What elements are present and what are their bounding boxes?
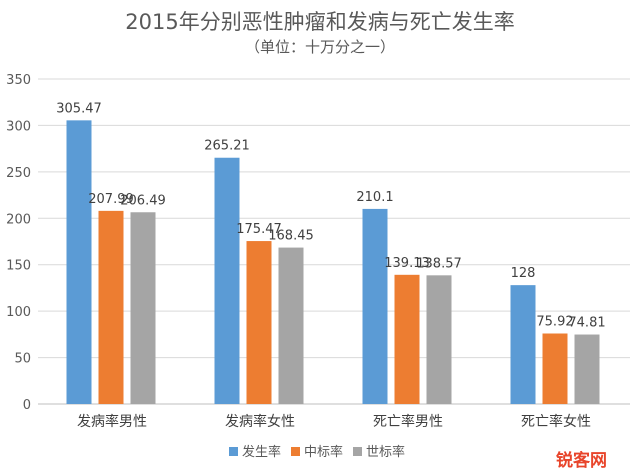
legend-label: 发生率 xyxy=(242,444,281,460)
bars xyxy=(66,120,600,404)
y-tick-label: 100 xyxy=(6,305,31,320)
bar xyxy=(426,275,452,404)
y-tick-label: 0 xyxy=(23,398,31,413)
chart-subtitle: （单位：十万分之一） xyxy=(245,38,395,56)
data-label: 128 xyxy=(511,266,536,281)
bar xyxy=(362,208,388,404)
chart-title: 2015年分别恶性肿瘤和发病与死亡发生率 xyxy=(125,10,514,34)
y-tick-label: 250 xyxy=(6,166,31,181)
bar xyxy=(574,334,600,404)
y-tick-label: 150 xyxy=(6,259,31,274)
grid-lines xyxy=(38,78,630,405)
data-label: 206.49 xyxy=(120,193,166,208)
y-tick-label: 50 xyxy=(14,352,31,367)
watermark-logo: 锐客网 xyxy=(556,450,607,471)
data-label: 168.45 xyxy=(268,229,314,244)
data-label: 138.57 xyxy=(416,256,462,271)
bar xyxy=(278,247,304,404)
bar xyxy=(130,212,156,404)
legend-swatch xyxy=(353,447,362,456)
watermark-text: 头条 @临床营养师陈勇主任 xyxy=(412,444,584,461)
data-label: 305.47 xyxy=(56,101,102,116)
x-category-label: 死亡率男性 xyxy=(373,413,443,430)
data-label: 210.1 xyxy=(356,190,393,205)
x-category-label: 发病率女性 xyxy=(225,413,295,430)
x-axis-categories: 发病率男性 发病率女性 死亡率男性 死亡率女性 xyxy=(77,413,591,430)
data-label: 265.21 xyxy=(204,139,250,154)
data-label: 75.92 xyxy=(536,315,573,330)
data-label: 74.81 xyxy=(568,316,605,331)
legend-label: 中标率 xyxy=(304,444,343,460)
data-label: 175.47 xyxy=(236,222,282,237)
legend: 发生率 中标率 世标率 xyxy=(229,444,405,460)
legend-label: 世标率 xyxy=(366,444,405,460)
y-tick-label: 300 xyxy=(6,119,31,134)
x-category-label: 死亡率女性 xyxy=(521,413,591,430)
bar xyxy=(98,210,124,404)
bar xyxy=(246,241,272,404)
bar xyxy=(66,120,92,404)
bar xyxy=(510,285,536,404)
bar xyxy=(394,274,420,404)
data-label: 139.13 xyxy=(384,256,430,271)
y-tick-label: 200 xyxy=(6,212,31,227)
x-category-label: 发病率男性 xyxy=(77,413,147,430)
legend-swatch xyxy=(291,447,300,456)
bar xyxy=(214,157,240,404)
y-axis-ticks: 0 50 100 150 200 250 300 350 xyxy=(6,73,31,413)
bar xyxy=(542,333,568,404)
y-tick-label: 350 xyxy=(6,73,31,88)
watermark: 头条 @临床营养师陈勇主任 锐客网 xyxy=(412,444,607,471)
legend-swatch xyxy=(229,447,238,456)
data-label: 207.99 xyxy=(88,192,134,207)
